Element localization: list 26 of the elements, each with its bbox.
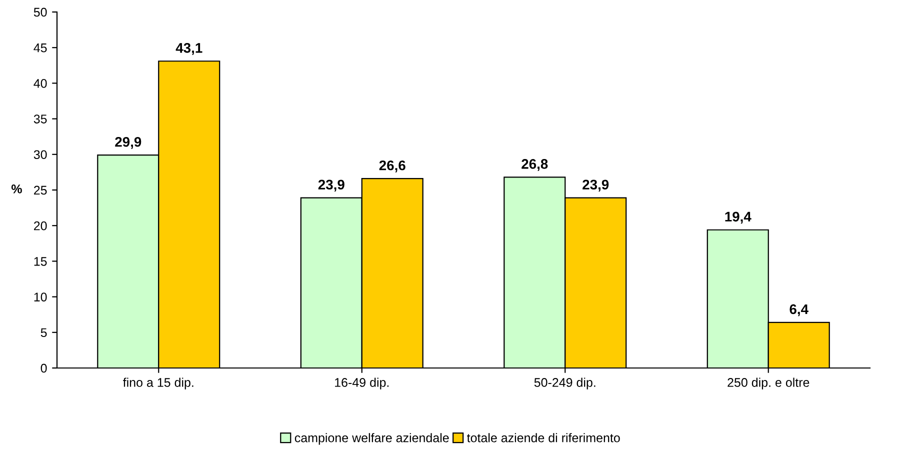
- data-label: 23,9: [582, 180, 609, 192]
- y-tick-label: 40: [34, 79, 47, 88]
- data-label: 19,4: [725, 212, 752, 224]
- y-tick-label: 35: [34, 114, 47, 124]
- data-label: 26,8: [522, 159, 548, 171]
- data-label: 6,4: [790, 304, 808, 316]
- y-tick-label: 20: [34, 221, 47, 230]
- x-tick-label: 16-49 dip.: [335, 378, 389, 390]
- x-tick-label: 50-249 dip.: [534, 378, 596, 390]
- y-tick-label: 15: [34, 257, 47, 266]
- data-label: 29,9: [115, 136, 142, 149]
- legend-label: campione welfare aziendale: [294, 433, 449, 445]
- data-label: 23,9: [318, 180, 344, 192]
- y-tick-label: 50: [34, 8, 47, 17]
- legend-label: totale aziende di riferimento: [467, 433, 620, 442]
- x-tick-label: fino a 15 dip.: [123, 378, 194, 390]
- y-tick-label: 25: [34, 186, 47, 195]
- data-label: 43,1: [176, 42, 202, 55]
- y-axis-title: %: [11, 184, 22, 194]
- y-tick-label: 30: [34, 150, 47, 160]
- y-tick-label: 5: [40, 328, 47, 338]
- x-tick-label: 250 dip. e oltre: [728, 378, 810, 390]
- data-label: 26,6: [379, 160, 406, 172]
- y-tick-label: 10: [34, 292, 47, 302]
- y-tick-label: 0: [40, 364, 47, 373]
- y-tick-label: 45: [34, 44, 47, 52]
